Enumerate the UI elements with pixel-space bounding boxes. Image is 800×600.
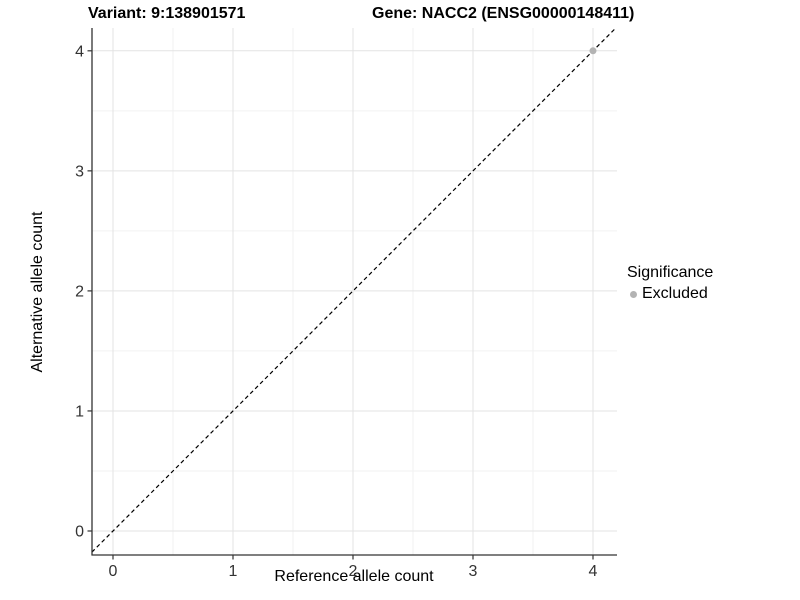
y-tick-label: 2 — [75, 283, 84, 300]
data-point-excluded — [589, 47, 597, 55]
legend-point-icon — [630, 290, 637, 298]
x-tick-label: 0 — [109, 563, 118, 580]
legend-entry-label: Excluded — [642, 285, 708, 302]
y-tick-label: 4 — [75, 43, 84, 60]
plot-title-gene: Gene: NACC2 (ENSG00000148411) — [372, 5, 635, 22]
x-tick-label: 3 — [469, 563, 478, 580]
x-tick-label: 1 — [229, 563, 238, 580]
legend-entry-excluded: Excluded — [627, 285, 713, 303]
y-tick-label: 1 — [75, 403, 84, 420]
legend-title: Significance — [627, 264, 714, 281]
y-tick-label: 3 — [75, 163, 84, 180]
y-tick-label: 0 — [75, 523, 84, 540]
x-tick-label: 4 — [589, 563, 598, 580]
x-axis-label: Reference allele count — [274, 568, 434, 585]
y-axis-label: Alternative allele count — [29, 211, 46, 373]
plot-title-variant: Variant: 9:138901571 — [88, 5, 246, 22]
x-tick-label: 2 — [349, 563, 358, 580]
legend: Significance Excluded — [627, 264, 713, 303]
